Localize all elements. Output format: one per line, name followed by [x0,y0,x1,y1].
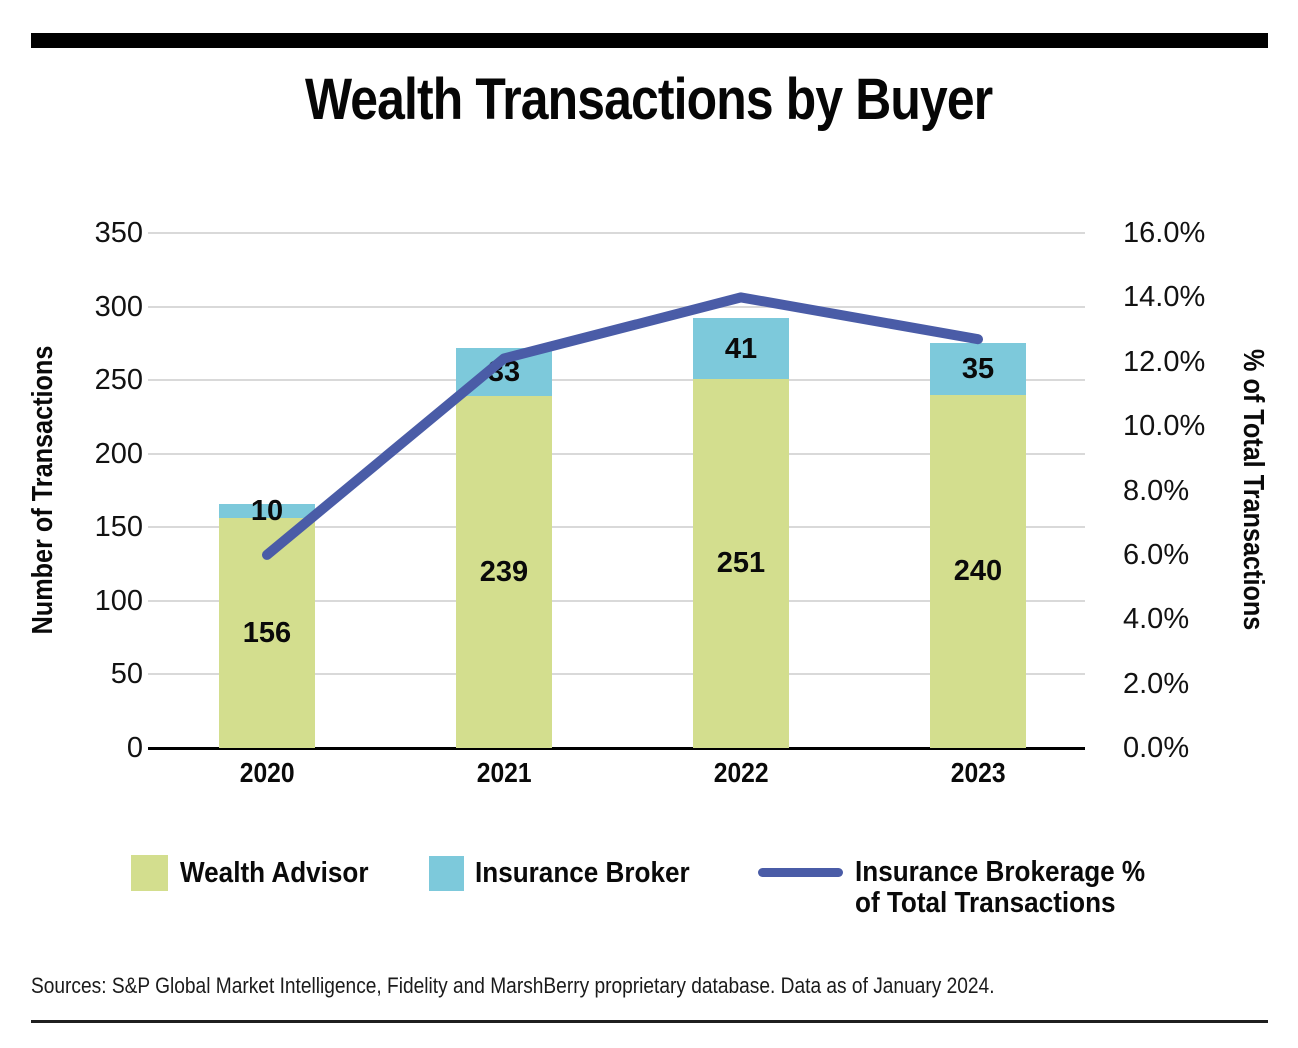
bar-value-2021-insurance-broker: 33 [487,356,521,389]
x-axis-label-text-2020: 2020 [239,757,295,788]
x-axis-label-2023: 2023 [918,757,1038,789]
right-axis-tick-0.0%: 0.0% [1123,732,1190,764]
x-axis-label-text-2021: 2021 [476,757,532,788]
right-axis-tick-2.0%: 2.0% [1123,667,1190,700]
legend-label-line-text-1: Insurance Brokerage % [855,856,1146,888]
right-axis-tick-4.0%: 4.0% [1123,603,1190,636]
page-title: Wealth Transactions by Buyer [0,68,1298,132]
left-axis-tick-0: 0 [126,732,143,764]
x-axis-label-2020: 2020 [207,757,327,789]
line-path [262,292,983,560]
x-axis-label-2022: 2022 [681,757,801,789]
x-axis-line [148,746,1085,750]
chart-legend: Wealth Advisor Insurance Broker Insuranc… [0,855,1298,935]
top-rule [31,33,1268,48]
left-axis-tick-100: 100 [94,584,143,617]
right-axis-tick-10.0%: 10.0% [1123,410,1206,443]
page-title-text: Wealth Transactions by Buyer [305,67,993,132]
bar-value-2022-insurance-broker: 41 [724,332,758,365]
left-axis-tick-250: 250 [94,364,143,397]
x-axis-label-text-2022: 2022 [713,757,769,788]
bar-value-2020-wealth-advisor: 156 [242,617,292,650]
gridline-100 [148,599,1085,602]
right-axis-tick-12.0%: 12.0% [1123,345,1206,378]
legend-swatch-wealth-advisor [131,855,168,891]
left-axis-tick-350: 350 [94,217,143,249]
source-note: Sources: S&P Global Market Intelligence,… [31,973,995,998]
right-axis-tick-6.0%: 6.0% [1123,538,1190,571]
legend-label-line-text-2: of Total Transactions [855,887,1116,919]
left-axis-tick-200: 200 [94,437,143,470]
legend-swatch-line [758,868,843,877]
legend-label-wealth-advisor: Wealth Advisor [180,857,390,890]
gridline-350 [148,232,1085,234]
bar-value-2023-wealth-advisor: 240 [953,555,1003,588]
gridline-50 [148,673,1085,676]
x-axis-label-2021: 2021 [444,757,564,789]
legend-label-insurance-broker: Insurance Broker [475,857,714,890]
bar-value-2022-wealth-advisor: 251 [716,547,766,580]
right-axis-tick-14.0%: 14.0% [1123,281,1206,314]
bar-value-2021-wealth-advisor: 239 [479,556,529,589]
right-axis-tick-16.0%: 16.0% [1123,217,1206,249]
left-axis-tick-300: 300 [94,290,143,323]
left-axis-tick-150: 150 [94,511,143,544]
bar-value-2020-insurance-broker: 10 [250,495,284,528]
left-axis-tick-50: 50 [110,658,143,691]
bar-value-2023-insurance-broker: 35 [961,353,995,386]
bottom-rule [31,1020,1268,1023]
gridline-300 [148,305,1085,308]
right-axis-tick-8.0%: 8.0% [1123,474,1190,507]
legend-label-line: Insurance Brokerage % of Total Transacti… [855,857,1177,919]
legend-label-insurance-broker-text: Insurance Broker [475,857,690,889]
x-axis-label-text-2023: 2023 [950,757,1006,788]
left-axis-title: Number of Transactions [27,190,59,790]
legend-label-wealth-advisor-text: Wealth Advisor [180,857,369,889]
legend-swatch-insurance-broker [429,856,464,891]
